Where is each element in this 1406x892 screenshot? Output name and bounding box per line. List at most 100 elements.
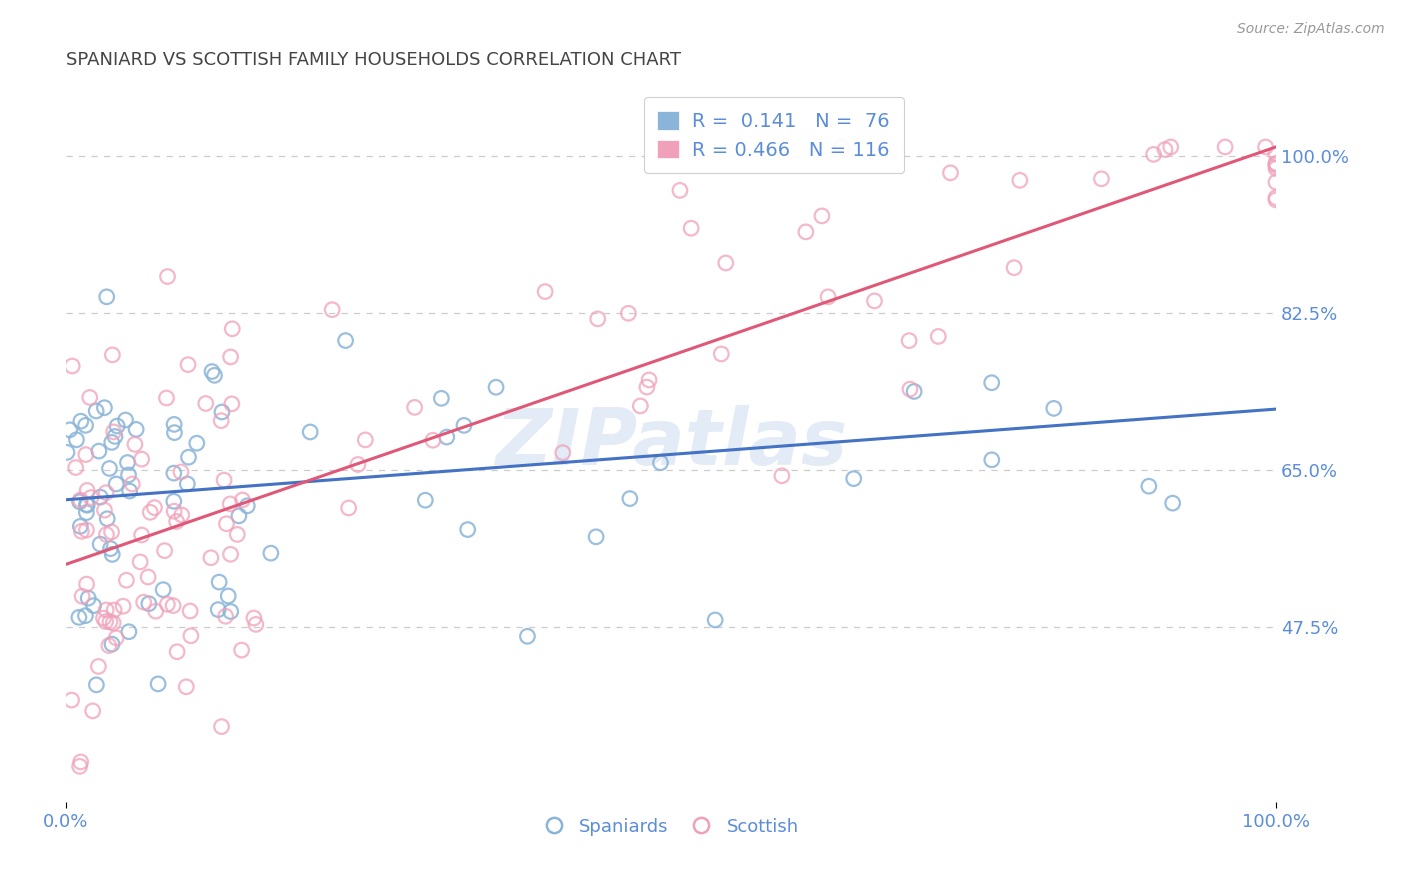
Point — [146, 677, 169, 691]
Point — [211, 720, 233, 734]
Point — [219, 605, 242, 619]
Point — [75, 608, 97, 623]
Point — [170, 508, 193, 522]
Point — [245, 617, 267, 632]
Point — [105, 419, 128, 434]
Point — [115, 573, 138, 587]
Point — [84, 404, 107, 418]
Point — [681, 221, 703, 235]
Point — [214, 609, 236, 624]
Point — [221, 397, 243, 411]
Point — [710, 347, 733, 361]
Point — [76, 498, 98, 512]
Point — [75, 523, 97, 537]
Point — [89, 537, 111, 551]
Point — [704, 613, 727, 627]
Point — [103, 603, 125, 617]
Point — [1265, 147, 1288, 161]
Point — [219, 497, 242, 511]
Point — [221, 322, 243, 336]
Point — [65, 460, 87, 475]
Point — [1154, 143, 1177, 157]
Point — [231, 493, 253, 508]
Point — [94, 615, 117, 629]
Point — [898, 334, 921, 348]
Point — [903, 384, 925, 399]
Point — [1090, 171, 1112, 186]
Point — [1213, 140, 1236, 154]
Point — [103, 425, 125, 439]
Point — [69, 493, 91, 508]
Point — [166, 515, 188, 529]
Point — [842, 472, 865, 486]
Point — [1161, 496, 1184, 510]
Point — [87, 444, 110, 458]
Point — [97, 639, 120, 653]
Point — [980, 452, 1002, 467]
Point — [117, 456, 139, 470]
Point — [101, 548, 124, 562]
Point — [534, 285, 557, 299]
Point — [59, 423, 82, 437]
Point — [114, 413, 136, 427]
Text: SPANIARD VS SCOTTISH FAMILY HOUSEHOLDS CORRELATION CHART: SPANIARD VS SCOTTISH FAMILY HOUSEHOLDS C… — [66, 51, 681, 69]
Point — [337, 500, 360, 515]
Point — [89, 490, 111, 504]
Point — [86, 678, 108, 692]
Point — [485, 380, 508, 394]
Point — [60, 359, 83, 373]
Point — [1265, 156, 1288, 170]
Point — [586, 311, 609, 326]
Point — [177, 358, 200, 372]
Point — [98, 615, 121, 629]
Point — [927, 329, 949, 343]
Point — [163, 494, 186, 508]
Point — [201, 365, 224, 379]
Point — [208, 575, 231, 590]
Point — [70, 524, 93, 539]
Point — [155, 391, 177, 405]
Point — [650, 456, 672, 470]
Point — [82, 704, 104, 718]
Point — [457, 523, 479, 537]
Point — [794, 225, 817, 239]
Point — [811, 209, 834, 223]
Point — [75, 418, 97, 433]
Point — [163, 504, 186, 518]
Point — [194, 396, 217, 410]
Point — [176, 680, 198, 694]
Point — [236, 499, 259, 513]
Point — [430, 392, 453, 406]
Point — [585, 530, 607, 544]
Point — [70, 589, 93, 603]
Point — [831, 140, 853, 154]
Point — [669, 183, 692, 197]
Point — [243, 611, 266, 625]
Point — [551, 446, 574, 460]
Point — [231, 643, 253, 657]
Point — [638, 373, 661, 387]
Point — [131, 452, 153, 467]
Point — [75, 506, 97, 520]
Point — [1265, 156, 1288, 170]
Point — [112, 599, 135, 614]
Point — [129, 555, 152, 569]
Point — [152, 582, 174, 597]
Point — [980, 376, 1002, 390]
Point — [96, 512, 118, 526]
Point — [87, 659, 110, 673]
Point — [628, 399, 651, 413]
Point — [163, 417, 186, 432]
Point — [1137, 479, 1160, 493]
Point — [162, 599, 184, 613]
Point — [354, 433, 377, 447]
Point — [124, 437, 146, 451]
Point — [163, 425, 186, 440]
Point — [209, 414, 232, 428]
Point — [228, 508, 250, 523]
Point — [101, 637, 124, 651]
Point — [260, 546, 283, 560]
Point — [76, 483, 98, 498]
Point — [125, 422, 148, 436]
Point — [186, 436, 208, 450]
